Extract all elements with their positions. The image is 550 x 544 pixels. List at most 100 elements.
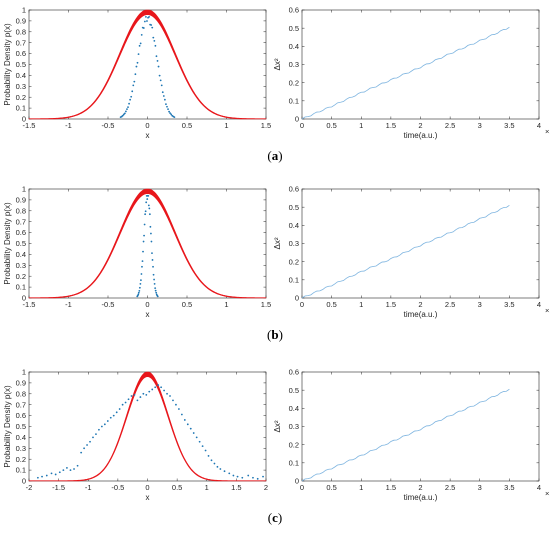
y-tick-label: 0.1 [289,275,299,284]
scatter-point [144,213,147,216]
scatter-point [155,291,158,294]
scatter-point [100,425,103,428]
scatter-point [166,392,168,395]
y-tick-label: 1 [22,368,26,377]
scatter-point [153,282,156,285]
scatter-point [175,403,177,406]
caption-close-paren: ) [278,510,282,525]
x-tick-label: 1.5 [386,483,396,492]
scatter-point [36,476,39,479]
x-tick-label: 0.5 [182,121,192,130]
y-tick-label: 0.4 [16,433,26,442]
x-multiplier-label: ×104 [545,305,550,315]
scatter-point [69,469,72,471]
scatter-point [141,265,143,268]
scatter-point [166,105,168,108]
scatter-point [109,416,112,419]
scatter-point [138,289,141,292]
scatter-point [151,388,154,391]
y-tick-label: 0.2 [16,93,26,102]
y-tick-label: 0 [22,115,26,124]
x-axis-label: time(a.u.) [404,131,438,140]
x-tick-label: 0.5 [326,483,336,492]
scatter-point [150,240,153,243]
scatter-point [232,474,235,477]
x-tick-label: 4 [537,300,541,309]
x-tick-label: 1 [224,121,228,130]
scatter-point [140,279,142,282]
scatter-point [124,401,127,404]
x-tick-label: 0 [300,483,304,492]
y-tick-label: 0.5 [289,386,299,395]
scatter-point [150,232,152,235]
scatter-point [256,477,259,480]
scatter-point [127,106,129,109]
scatter-point [148,213,151,216]
scatter-point [89,440,91,443]
y-tick-label: 0.2 [289,78,299,87]
scatter-point [95,433,97,436]
x-tick-label: 2 [418,300,422,309]
scatter-point [142,392,145,395]
scatter-point [115,411,118,414]
msd-line [301,26,510,120]
scatter-point [189,427,192,430]
x-tick-label: 1.5 [386,121,396,130]
x-tick-label: 1 [359,483,363,492]
scatter-point [162,95,165,97]
scatter-point [137,53,140,56]
scatter-point [247,474,250,477]
msd-plot-a: 0 0.5 1 1.5 2 2.5 3 3.5 4 0 0.1 0.2 0.3 0.4 0.5 0.6 time… [273,6,550,140]
scatter-point [121,114,124,117]
scatter-point [148,390,151,393]
y-tick-label: 0.7 [16,38,26,47]
caption-close-paren: ) [278,148,282,163]
scatter-point [183,419,186,421]
caption-letter: b [271,327,278,342]
scatter-point [152,273,155,276]
scatter-point [223,470,226,473]
y-tick-label: 0.2 [289,440,299,449]
scatter-point [45,474,48,477]
scatter-point [154,386,157,389]
y-tick-label: 0.6 [16,228,26,237]
y-tick-label: 0.4 [289,42,299,51]
multiplier-base: ×10 [545,306,550,315]
scatter-point [163,98,166,101]
x-tick-label: -1.5 [52,483,65,492]
scatter-point [159,79,162,82]
scatter-point [66,467,68,469]
scatter-point [83,447,86,450]
x-tick-label: -0.5 [111,483,124,492]
density-plot-b: -1.5 -1 -0.5 0 0.5 1 1.5 0 0.1 0.2 0.3 0.4 0.5 0.6 0.7… [3,185,271,319]
x-multiplier-label: ×104 [545,126,550,136]
scatter-point [142,240,145,243]
y-tick-label: 0.5 [289,203,299,212]
y-tick-label: 0.3 [16,82,26,91]
y-axis-label: Δx² [273,420,282,432]
y-tick-label: 0.3 [289,239,299,248]
scatter-point [192,432,195,434]
msd-line [301,205,510,299]
x-tick-label: 0.5 [172,483,182,492]
x-tick-label: -1.5 [23,121,36,130]
scatter-point [126,108,128,110]
gaussian-band [28,9,267,120]
x-tick-label: 3 [478,300,482,309]
x-tick-label: 2 [418,121,422,130]
scatter-point [123,112,126,115]
scatter-point [147,204,150,207]
scatter-point [148,207,151,210]
y-tick-label: 0.3 [289,60,299,69]
scatter-point [210,459,213,462]
x-axis-label: time(a.u.) [404,310,438,319]
scatter-point [157,65,160,68]
y-tick-label: 0.5 [289,24,299,33]
scatter-point [154,289,157,292]
multiplier-base: ×10 [545,489,550,498]
y-tick-label: 0 [295,115,299,124]
scatter-point [153,278,155,281]
y-tick-label: 0.6 [16,411,26,420]
scatter-point [151,259,154,261]
scatter-point [173,116,176,119]
